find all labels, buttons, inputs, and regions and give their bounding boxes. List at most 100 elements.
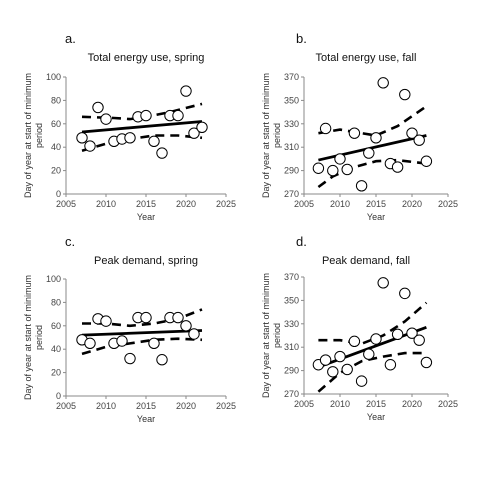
lower-confidence-band	[317, 158, 427, 189]
x-tick-label: 2020	[402, 399, 422, 409]
y-tick-label: 60	[51, 119, 61, 129]
y-tick-label: 0	[56, 391, 61, 401]
panel-label: d.	[296, 234, 307, 249]
trend-line	[81, 120, 203, 134]
data-point	[124, 352, 136, 365]
y-tick-label: 270	[284, 189, 299, 199]
data-point	[124, 132, 136, 144]
data-point	[156, 354, 168, 366]
data-point	[391, 328, 404, 341]
data-point	[355, 180, 368, 192]
data-point	[420, 155, 433, 167]
data-point	[100, 113, 112, 125]
data-point	[188, 127, 200, 139]
data-point	[413, 334, 425, 346]
y-tick-label: 330	[284, 319, 299, 329]
y-tick-label: 20	[51, 166, 61, 176]
x-tick-label: 2005	[56, 199, 76, 209]
y-axis-label: Day of year at start of minimumperiod	[261, 273, 282, 398]
data-point	[319, 354, 332, 366]
data-point	[348, 127, 361, 139]
data-point	[399, 287, 411, 300]
data-point	[399, 88, 411, 101]
y-tick-label: 350	[284, 95, 299, 105]
data-point	[188, 328, 200, 340]
data-point	[180, 85, 192, 97]
data-point	[196, 121, 208, 134]
x-tick-label: 2015	[136, 401, 156, 411]
x-tick-label: 2025	[216, 199, 236, 209]
data-point	[140, 311, 152, 324]
data-point	[341, 363, 353, 376]
y-tick-label: 0	[56, 189, 61, 199]
x-tick-label: 2010	[330, 399, 350, 409]
data-point	[406, 127, 418, 139]
y-tick-label: 80	[51, 95, 61, 105]
panel-b: b. Total energy use, fall 270 290 310 330 350 3…	[261, 31, 458, 222]
x-tick-label: 2020	[176, 199, 196, 209]
data-point	[180, 320, 192, 332]
y-tick-label: 330	[284, 119, 299, 129]
data-point	[172, 109, 184, 122]
y-tick-label: 310	[284, 142, 299, 152]
x-tick-label: 2025	[438, 199, 458, 209]
x-tick-label: 2015	[136, 199, 156, 209]
x-axis-label: Year	[367, 412, 385, 422]
data-point	[84, 140, 96, 152]
y-tick-label: 40	[51, 142, 61, 152]
lower-confidence-band	[81, 134, 203, 152]
x-tick-label: 2005	[294, 399, 314, 409]
data-point	[370, 333, 382, 345]
y-tick-label: 370	[284, 72, 299, 82]
x-tick-label: 2015	[366, 199, 386, 209]
data-point	[420, 356, 433, 369]
x-tick-label: 2015	[366, 399, 386, 409]
panel-d: d. Peak demand, fall 270 290 310 330 350 370 200…	[261, 234, 458, 422]
x-axis-label: Year	[137, 414, 155, 424]
y-tick-label: 40	[51, 344, 61, 354]
y-tick-label: 60	[51, 321, 61, 331]
y-tick-label: 350	[284, 295, 299, 305]
data-point	[370, 132, 382, 144]
data-point	[100, 315, 112, 327]
y-tick-label: 80	[51, 297, 61, 307]
x-tick-label: 2020	[402, 199, 422, 209]
data-point	[84, 337, 96, 350]
data-point	[406, 327, 418, 339]
x-tick-label: 2010	[96, 199, 116, 209]
panel-label: a.	[65, 31, 76, 46]
panel-c: c. Peak demand, spring 0 20 40 60 80 100 2005 201…	[23, 234, 236, 424]
data-point	[148, 135, 160, 148]
y-tick-label: 270	[284, 389, 299, 399]
data-point	[377, 277, 389, 289]
data-point	[341, 163, 353, 176]
data-point	[334, 153, 346, 165]
data-point	[92, 101, 104, 114]
data-point	[334, 350, 346, 363]
data-point	[156, 147, 168, 159]
y-axis-label: Day of year at start of minimumperiod	[23, 73, 44, 198]
data-point	[363, 147, 375, 159]
x-tick-label: 2025	[216, 401, 236, 411]
trend-line	[81, 329, 203, 337]
data-point	[140, 109, 152, 122]
y-tick-label: 100	[46, 274, 61, 284]
x-axis-label: Year	[367, 212, 385, 222]
y-axis-label: Day of year at start of minimumperiod	[23, 275, 44, 400]
data-point	[355, 375, 368, 387]
y-tick-label: 100	[46, 72, 61, 82]
x-tick-label: 2025	[438, 399, 458, 409]
data-point	[327, 164, 339, 177]
data-point	[172, 311, 184, 324]
panel-title: Peak demand, spring	[94, 255, 198, 267]
data-point	[391, 161, 404, 173]
data-point	[76, 132, 88, 144]
x-tick-label: 2005	[294, 199, 314, 209]
data-point	[348, 335, 361, 348]
data-point	[116, 335, 128, 347]
panel-label: b.	[296, 31, 307, 46]
panel-title: Peak demand, fall	[322, 255, 410, 267]
panel-title: Total energy use, spring	[88, 52, 205, 64]
data-point	[384, 359, 397, 371]
